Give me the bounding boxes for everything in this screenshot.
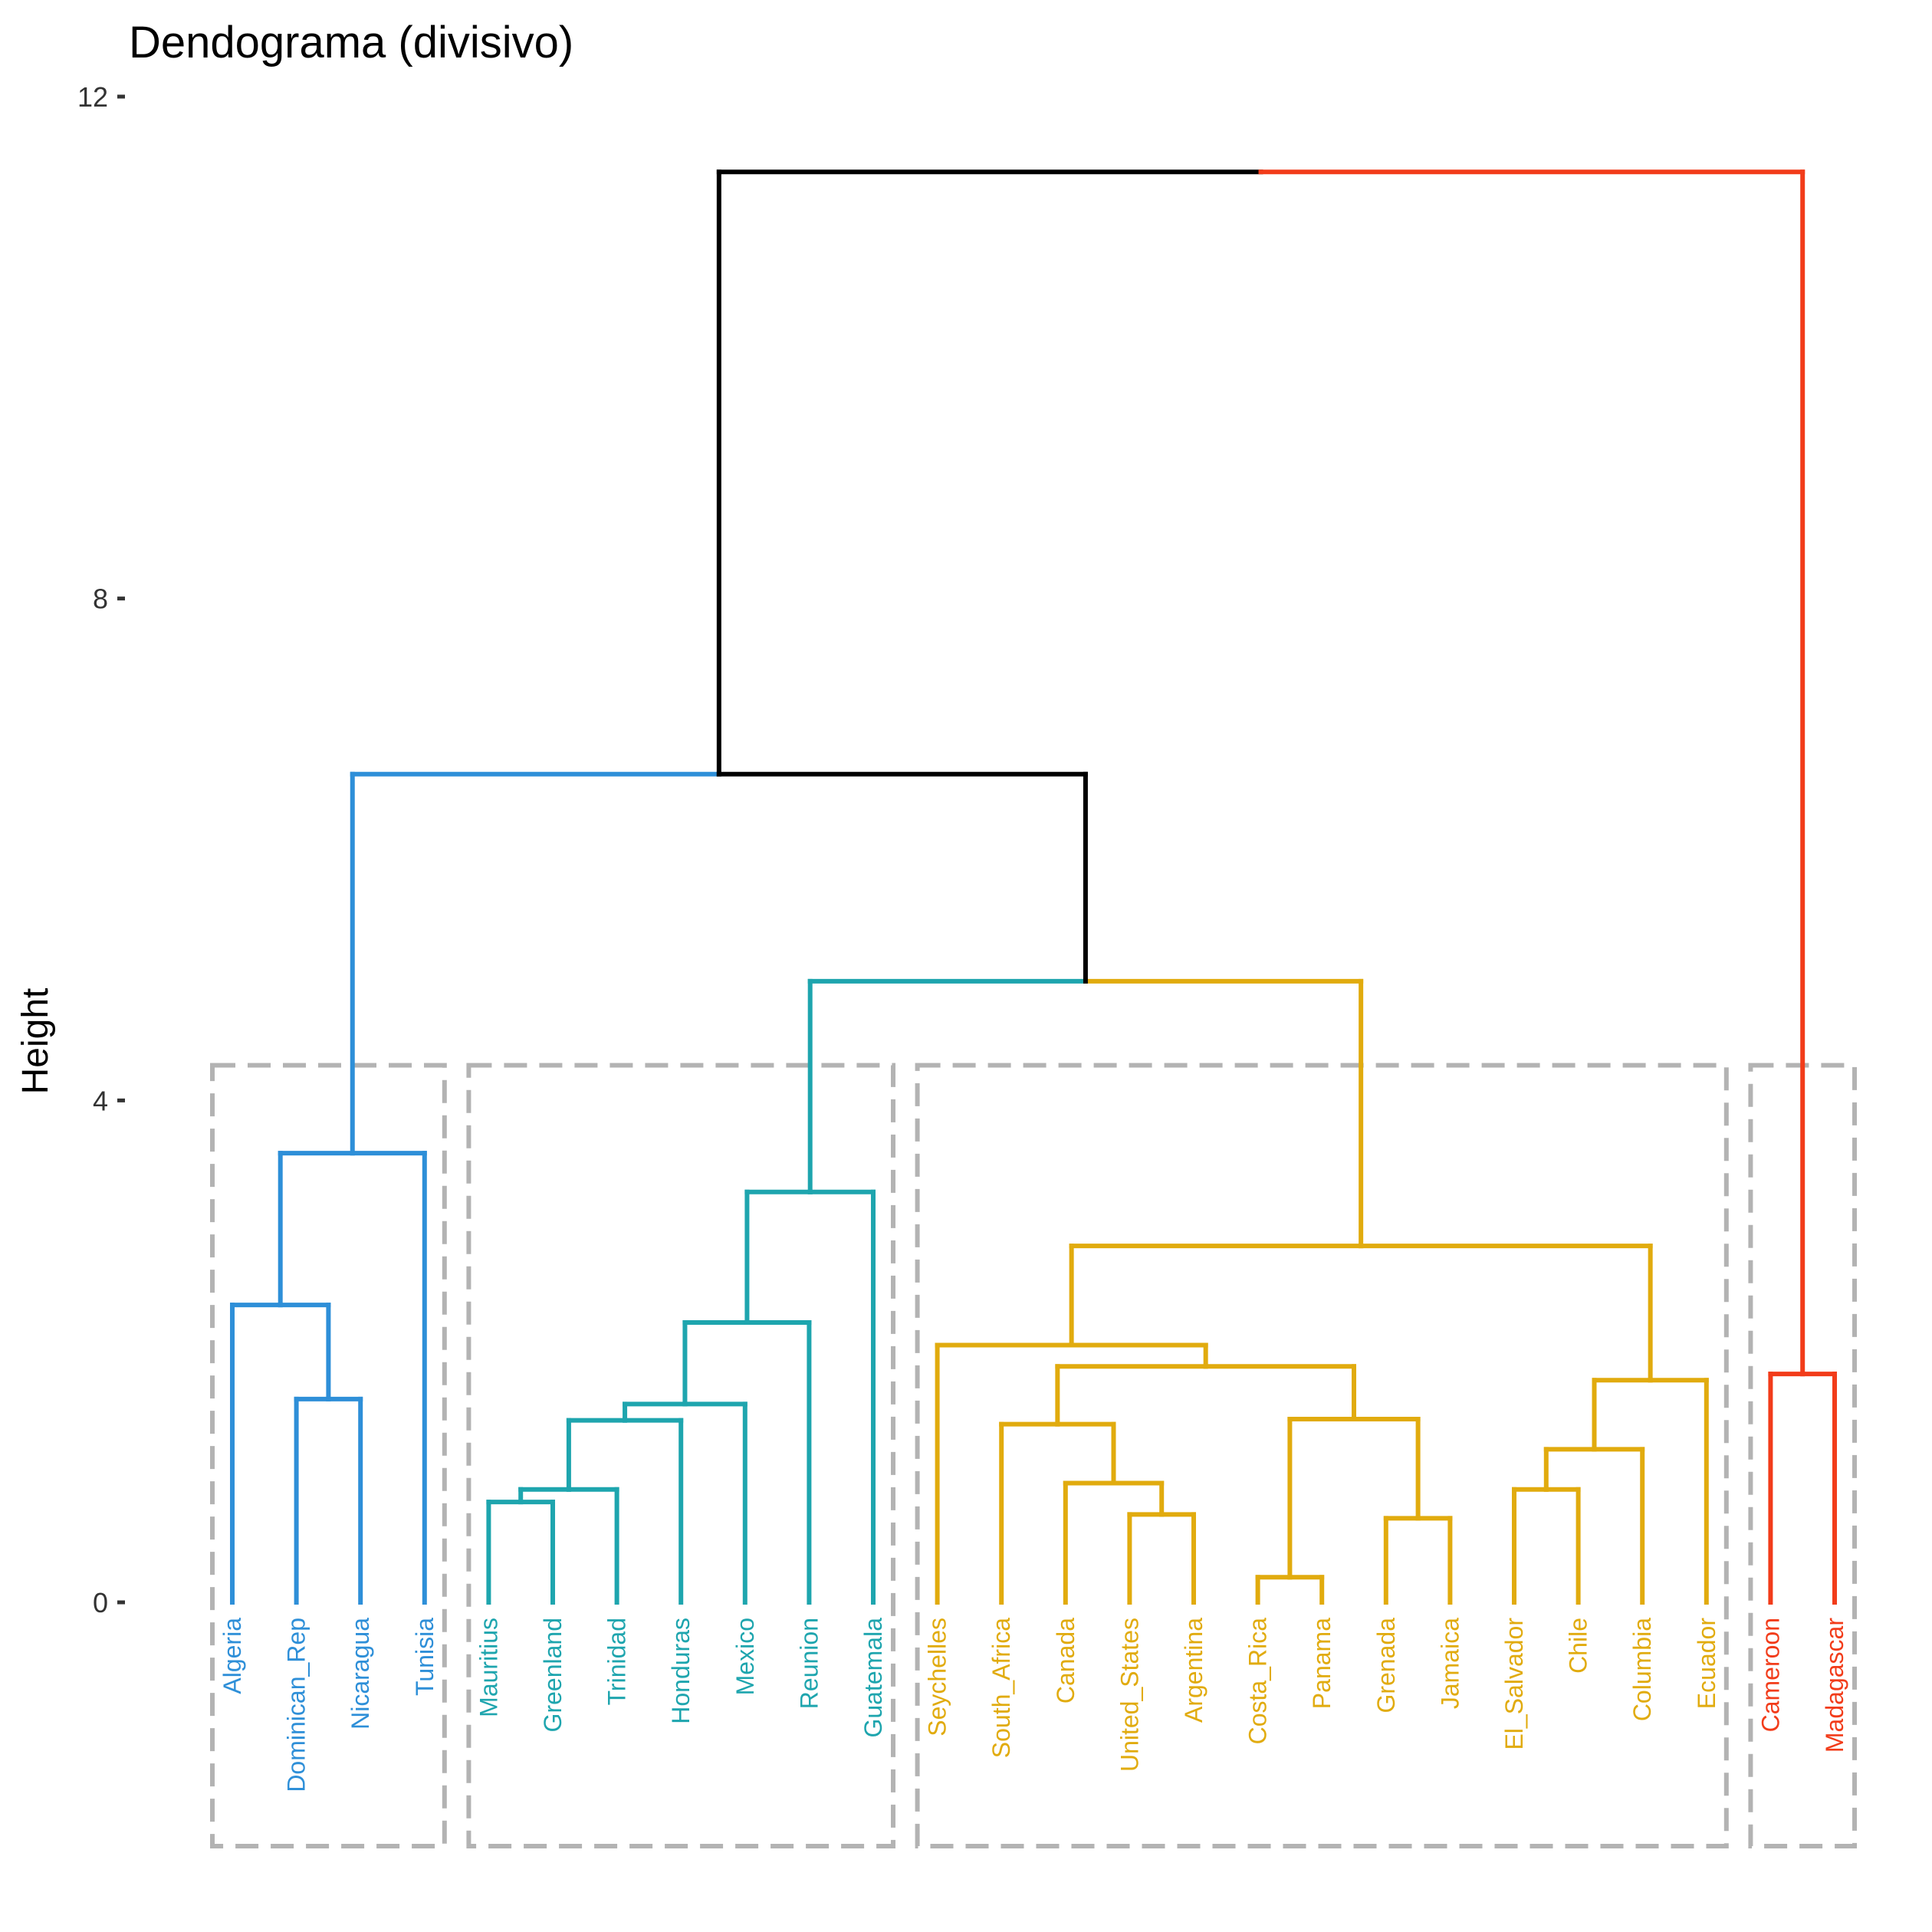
leaf-label: Nicaragua [347,1618,374,1730]
leaf-label: Columbia [1628,1618,1656,1721]
leaf-label: Greenland [539,1618,567,1732]
leaf-label: Trinidad [603,1618,631,1705]
y-tick-label: 4 [93,1085,108,1116]
leaf-labels: Algeria Dominican_Rep Nicaragua Tunisia Maur… [219,1618,1848,1792]
leaf-label: Reunion [795,1618,823,1709]
leaf-label: Cameroon [1756,1618,1784,1732]
leaf-label: Guatemala [859,1618,887,1738]
y-tick-label: 8 [93,583,108,615]
leaf-label: El_Salvador [1500,1618,1528,1750]
leaf-label: Costa_Rica [1244,1618,1272,1745]
leaf-label: Mauritius [475,1618,502,1717]
leaf-label: Seychelles [924,1618,951,1737]
leaf-label: Grenada [1372,1618,1400,1714]
cluster-box [915,1063,1729,1849]
cluster-box [466,1063,895,1849]
leaf-label: Algeria [219,1618,246,1694]
leaf-label: Dominican_Rep [283,1618,310,1792]
leaf-label: Chile [1565,1618,1592,1674]
chart-title: Dendograma (divisivo) [129,18,573,67]
y-tick-label: 0 [93,1587,108,1618]
leaf-label: Ecuador [1693,1618,1720,1710]
leaf-label: Mexico [731,1618,759,1695]
y-axis: 0 4 8 12 [77,81,125,1618]
leaf-label: Panama [1308,1618,1336,1709]
y-axis-label: Height [15,988,56,1095]
leaf-label: Honduras [667,1618,695,1724]
cluster-box [210,1063,447,1849]
y-tick-label: 12 [77,81,108,113]
dendrogram-links [230,169,1837,1605]
leaf-label: Jamaica [1436,1618,1464,1709]
leaf-label: Argentina [1180,1618,1208,1723]
leaf-label: South_Africa [987,1618,1015,1758]
leaf-label: United_States [1116,1618,1143,1772]
leaf-label: Madagascar [1821,1618,1848,1753]
leaf-label: Canada [1052,1618,1079,1704]
leaf-label: Tunisia [411,1618,439,1696]
cluster-boxes [210,1063,1857,1849]
